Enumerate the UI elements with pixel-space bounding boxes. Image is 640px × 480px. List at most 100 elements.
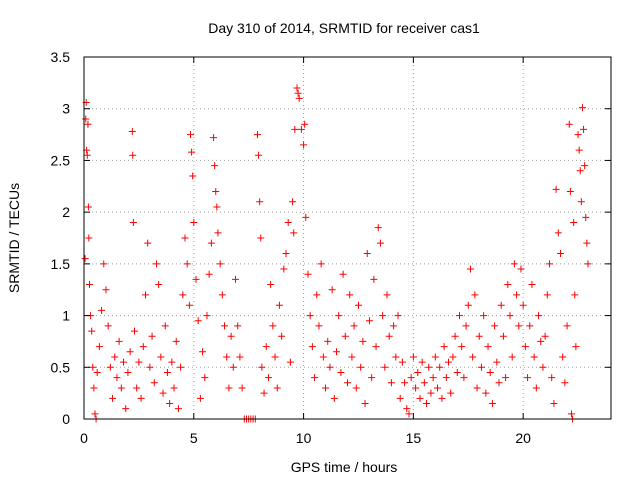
axis-ticks — [83, 56, 611, 420]
x-tick-label: 0 — [80, 430, 88, 446]
data-point — [471, 291, 479, 299]
data-point — [546, 260, 554, 268]
data-point — [363, 250, 371, 258]
data-point — [398, 358, 406, 366]
x-tick-labels: 0 5 10 15 20 — [80, 430, 531, 446]
data-point — [469, 353, 477, 361]
data-point — [301, 120, 309, 128]
data-point — [319, 353, 327, 361]
y-tick-label: 1.5 — [51, 256, 71, 272]
data-point — [174, 405, 182, 413]
data-point — [488, 399, 496, 407]
data-point — [218, 291, 226, 299]
data-point — [521, 343, 529, 351]
data-point — [267, 281, 275, 289]
data-point — [194, 317, 202, 325]
data-point — [181, 234, 189, 242]
data-point — [376, 239, 384, 247]
data-point — [493, 358, 501, 366]
data-point — [436, 363, 444, 371]
data-point — [475, 332, 483, 340]
data-point — [451, 332, 459, 340]
data-point — [91, 410, 99, 418]
data-point — [300, 141, 308, 149]
data-point — [256, 198, 264, 206]
data-point — [135, 358, 143, 366]
data-point — [131, 327, 139, 335]
data-point — [330, 394, 338, 402]
data-point — [453, 368, 461, 376]
data-point — [582, 213, 590, 221]
data-point — [297, 125, 305, 133]
data-point — [95, 343, 103, 351]
data-point — [157, 353, 165, 361]
data-point — [383, 291, 391, 299]
plot-frame — [83, 56, 612, 420]
y-tick-label: 0.5 — [51, 359, 71, 375]
y-tick-label: 3.5 — [51, 49, 71, 65]
data-point — [442, 374, 450, 382]
data-point — [379, 312, 387, 320]
grid — [84, 57, 611, 419]
data-point — [188, 148, 196, 156]
data-point — [504, 281, 512, 289]
data-point — [563, 322, 571, 330]
data-point — [113, 374, 121, 382]
x-tick-label: 10 — [296, 430, 312, 446]
data-point — [552, 185, 560, 193]
x-tick-label: 15 — [406, 430, 422, 446]
data-point — [100, 260, 108, 268]
data-point — [337, 368, 345, 376]
data-point — [359, 337, 367, 345]
data-point — [179, 291, 187, 299]
data-point — [146, 363, 154, 371]
data-point — [425, 363, 433, 371]
data-point — [170, 384, 178, 392]
data-point — [207, 239, 215, 247]
data-point — [236, 353, 244, 361]
data-point — [528, 281, 536, 289]
data-point — [322, 384, 330, 392]
data-point — [190, 218, 198, 226]
data-point — [561, 379, 569, 387]
data-point — [183, 260, 191, 268]
data-point — [550, 399, 558, 407]
data-point — [352, 384, 360, 392]
data-point — [104, 322, 112, 330]
data-point — [159, 389, 167, 397]
data-point — [381, 363, 389, 371]
data-point — [315, 322, 323, 330]
data-point — [354, 301, 362, 309]
data-point — [328, 286, 336, 294]
data-point — [150, 379, 158, 387]
data-point — [438, 394, 446, 402]
data-point — [271, 353, 279, 361]
data-point — [513, 291, 521, 299]
data-point — [392, 353, 400, 361]
data-point — [368, 374, 376, 382]
data-point — [229, 363, 237, 371]
data-point — [571, 291, 579, 299]
x-tick-label: 5 — [190, 430, 198, 446]
data-point — [335, 312, 343, 320]
data-point — [572, 343, 580, 351]
data-point — [210, 134, 218, 142]
y-tick-label: 2.5 — [51, 152, 71, 168]
data-point — [129, 151, 137, 159]
data-point — [84, 203, 92, 211]
data-point — [205, 270, 213, 278]
data-point — [578, 104, 586, 112]
data-point — [144, 239, 152, 247]
data-point — [324, 337, 332, 345]
data-point — [290, 229, 298, 237]
data-point — [394, 312, 402, 320]
data-point — [124, 368, 132, 376]
data-point — [348, 353, 356, 361]
data-point — [84, 120, 92, 128]
data-point — [491, 322, 499, 330]
data-point — [581, 162, 589, 170]
data-point — [583, 239, 591, 247]
data-point — [88, 327, 96, 335]
data-point — [186, 131, 194, 139]
